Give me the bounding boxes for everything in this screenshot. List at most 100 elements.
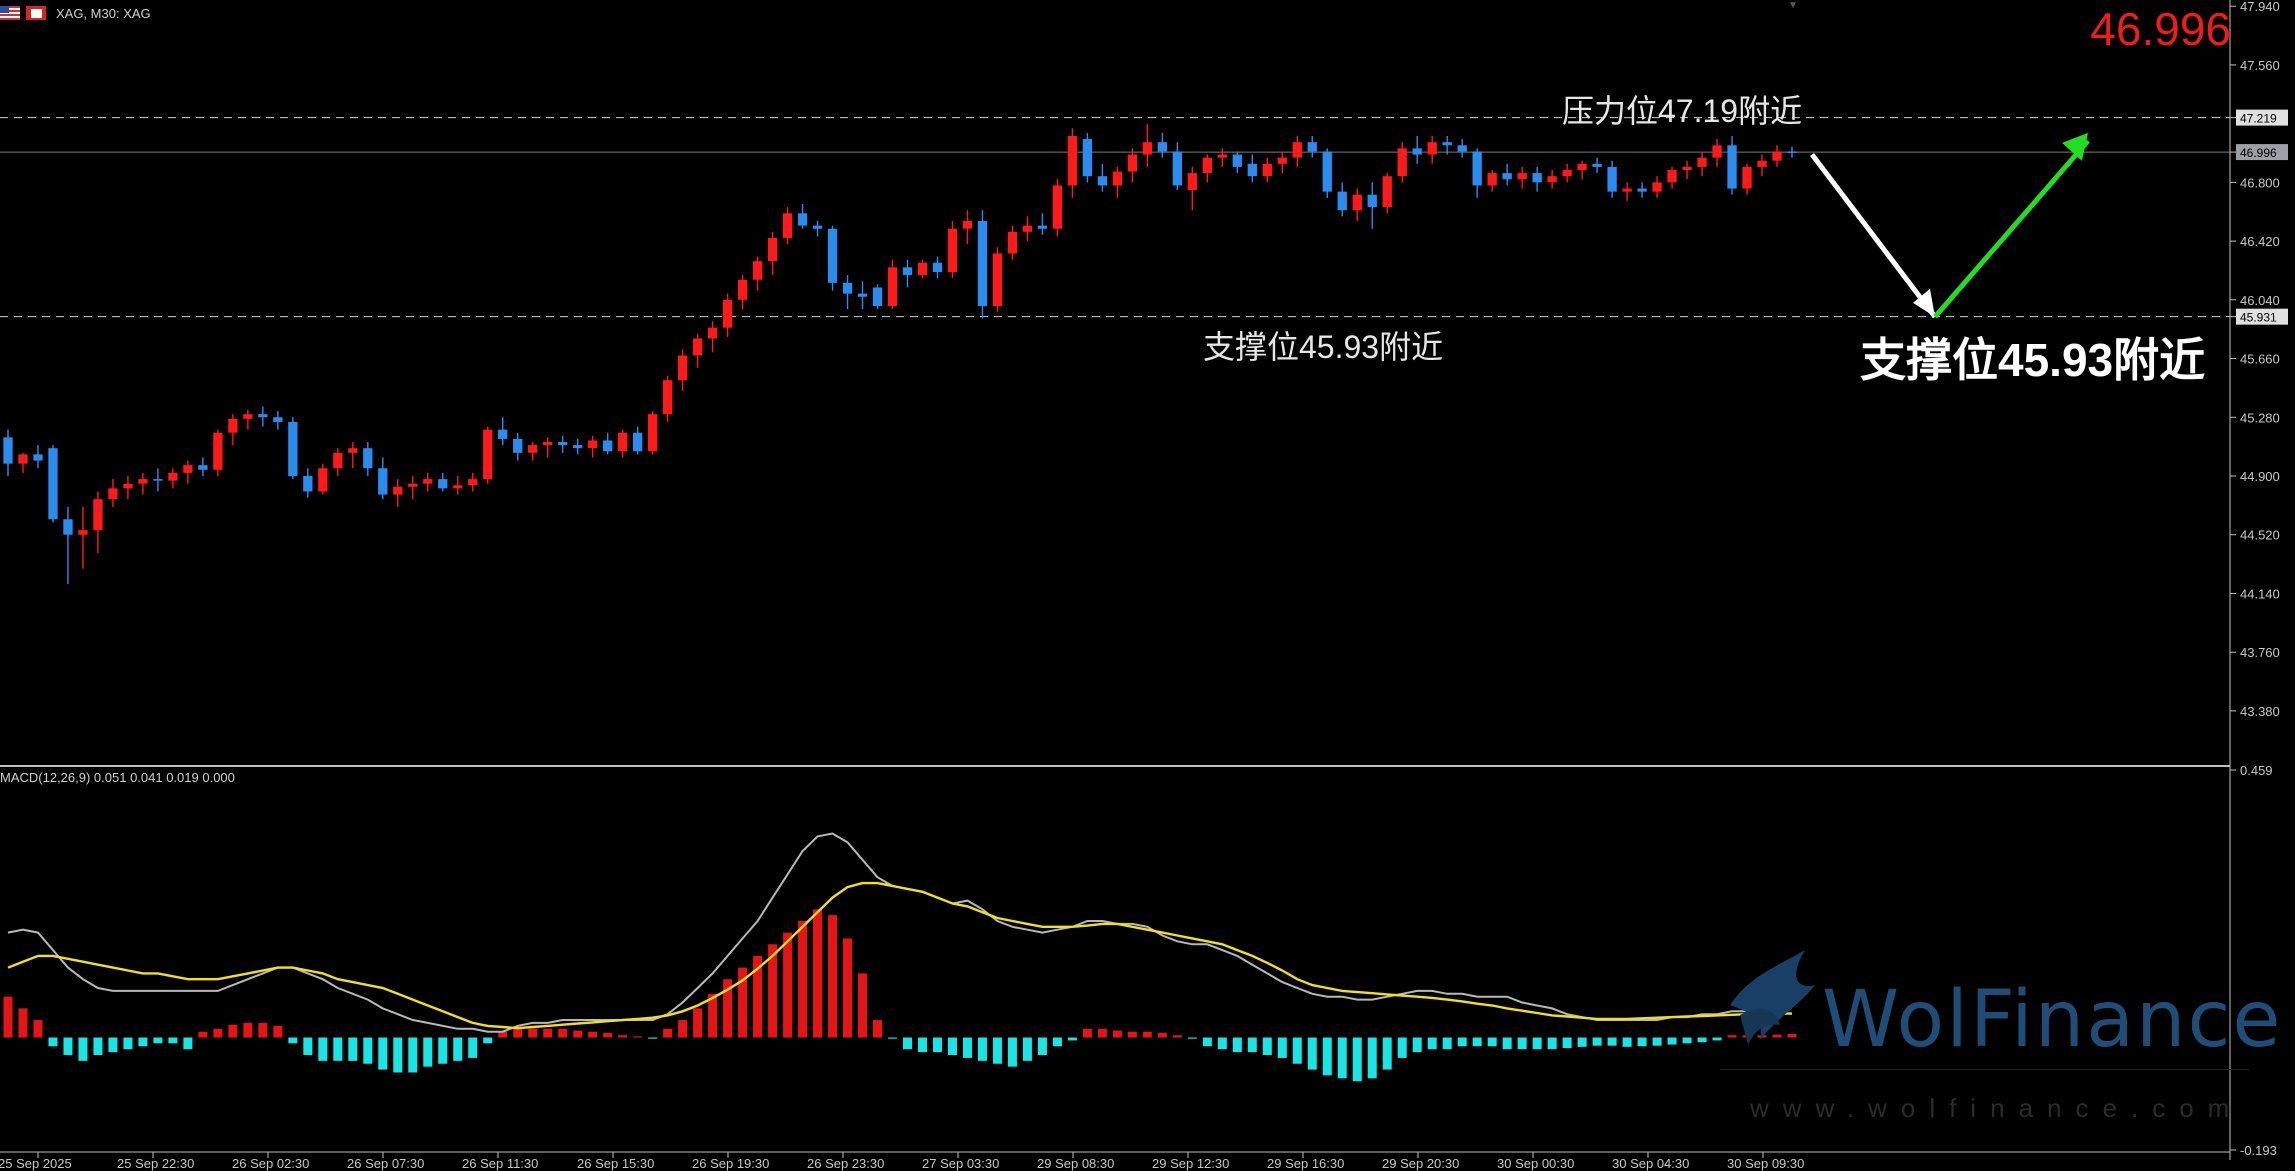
candle-bear xyxy=(288,421,298,476)
candle-bull xyxy=(588,440,598,449)
candle-bull xyxy=(78,530,88,535)
price-level-tag xyxy=(2236,144,2288,161)
price-tick-label: 46.800 xyxy=(2240,175,2280,190)
macd-histogram-bar xyxy=(723,979,733,1038)
price-level-tag xyxy=(2236,109,2288,126)
candle-bear xyxy=(273,417,283,422)
time-tick-label: 29 Sep 20:30 xyxy=(1382,1156,1459,1171)
candle-bear xyxy=(603,440,613,452)
macd-histogram-bar xyxy=(78,1037,88,1061)
macd-histogram-bar xyxy=(1622,1037,1632,1047)
macd-histogram-bar xyxy=(363,1037,373,1064)
watermark-brand: WolFinance xyxy=(1822,975,2283,1065)
macd-histogram-bar xyxy=(138,1037,148,1047)
candle-bull xyxy=(1622,188,1632,192)
macd-histogram-bar xyxy=(1232,1037,1242,1053)
candle-bull xyxy=(108,488,118,500)
macd-histogram-bar xyxy=(1697,1037,1707,1043)
candle-bear xyxy=(573,445,583,449)
candle-bull xyxy=(243,414,253,419)
ch-flag-icon xyxy=(26,6,46,20)
macd-histogram-bar xyxy=(1097,1028,1107,1038)
candle-bull xyxy=(1277,157,1287,164)
price-level-tag xyxy=(2236,308,2288,325)
candle-bull xyxy=(1142,142,1153,155)
candle-bull xyxy=(752,261,763,280)
candle-bull xyxy=(1682,166,1692,170)
macd-histogram-bar xyxy=(378,1037,388,1070)
macd-histogram-bar xyxy=(1652,1037,1662,1046)
macd-histogram-bar xyxy=(1397,1037,1407,1058)
macd-histogram-bar xyxy=(1337,1037,1347,1079)
macd-histogram-bar xyxy=(1382,1037,1392,1070)
macd-histogram-bar xyxy=(633,1036,643,1038)
macd-histogram-bar xyxy=(992,1037,1002,1064)
macd-histogram-bar xyxy=(708,993,718,1038)
macd-histogram-bar xyxy=(528,1028,538,1038)
time-tick-label: 26 Sep 11:30 xyxy=(462,1156,538,1171)
candle-bear xyxy=(153,479,163,481)
candle-bear xyxy=(48,448,58,520)
macd-histogram-bar xyxy=(18,1008,28,1038)
macd-line xyxy=(7,832,1793,1033)
collapse-marker-icon[interactable]: ▼ xyxy=(1788,0,1798,11)
candle-bull xyxy=(18,454,28,464)
candle-bear xyxy=(438,479,448,489)
price-tick-label: 44.520 xyxy=(2240,528,2280,543)
macd-histogram-bar xyxy=(1667,1037,1677,1045)
price-level-tag-label: 45.931 xyxy=(2240,311,2277,325)
current-price-big: 46.996 xyxy=(2090,3,2231,55)
time-tick-label: 26 Sep 19:30 xyxy=(692,1156,769,1171)
candle-bear xyxy=(977,221,988,306)
macd-histogram-bar xyxy=(558,1028,568,1038)
candle-bear xyxy=(1082,139,1093,177)
macd-histogram-bar xyxy=(123,1037,133,1050)
candle-bear xyxy=(1247,163,1257,177)
up-arrow-head xyxy=(2062,132,2088,161)
candle-bear xyxy=(1457,145,1467,152)
macd-histogram-bar xyxy=(1412,1037,1422,1053)
macd-histogram-bar xyxy=(93,1037,103,1055)
macd-histogram-bar xyxy=(813,909,823,1038)
macd-histogram-bar xyxy=(768,944,778,1038)
macd-tick-label: 0.459 xyxy=(2240,763,2273,778)
candle-bull xyxy=(737,279,748,300)
macd-histogram-bar xyxy=(678,1020,688,1038)
macd-histogram-bar xyxy=(1277,1037,1287,1058)
macd-histogram-bar xyxy=(243,1022,253,1038)
macd-histogram-bar xyxy=(498,1031,508,1038)
macd-histogram-bar xyxy=(1532,1037,1542,1050)
candle-bull xyxy=(1352,194,1362,211)
candle-bull xyxy=(453,485,463,489)
macd-histogram-bar xyxy=(1292,1037,1302,1064)
candle-bear xyxy=(1307,142,1317,152)
candle-bear xyxy=(857,293,868,297)
candle-bear xyxy=(363,448,373,469)
candle-bull xyxy=(677,355,688,381)
price-tick-label: 47.560 xyxy=(2240,58,2280,73)
macd-histogram-bar xyxy=(1217,1037,1227,1050)
candle-bear xyxy=(1442,142,1452,146)
macd-histogram-bar xyxy=(1202,1037,1212,1047)
macd-histogram-bar xyxy=(753,955,763,1038)
price-tick-label: 46.040 xyxy=(2240,293,2280,308)
wolf-logo-icon xyxy=(1730,950,1815,1045)
macd-histogram-bar xyxy=(1607,1037,1617,1046)
macd-histogram-bar xyxy=(303,1037,313,1055)
macd-histogram-bar xyxy=(648,1037,658,1039)
macd-histogram-bar xyxy=(1172,1035,1182,1038)
candle-bull xyxy=(1517,173,1527,180)
candle-bear xyxy=(812,225,823,229)
candle-bull xyxy=(1187,173,1197,191)
candle-bull xyxy=(962,221,973,229)
time-tick-label: 30 Sep 09:30 xyxy=(1727,1156,1804,1171)
macd-histogram-bar xyxy=(258,1022,268,1038)
macd-histogram-bar xyxy=(843,938,853,1038)
candle-bull xyxy=(1052,185,1063,229)
macd-histogram-bar xyxy=(318,1037,328,1061)
candle-bear xyxy=(1472,151,1482,186)
price-tick-label: 43.760 xyxy=(2240,645,2280,660)
macd-histogram-bar xyxy=(1457,1037,1467,1047)
candle-bear xyxy=(1787,151,1797,153)
